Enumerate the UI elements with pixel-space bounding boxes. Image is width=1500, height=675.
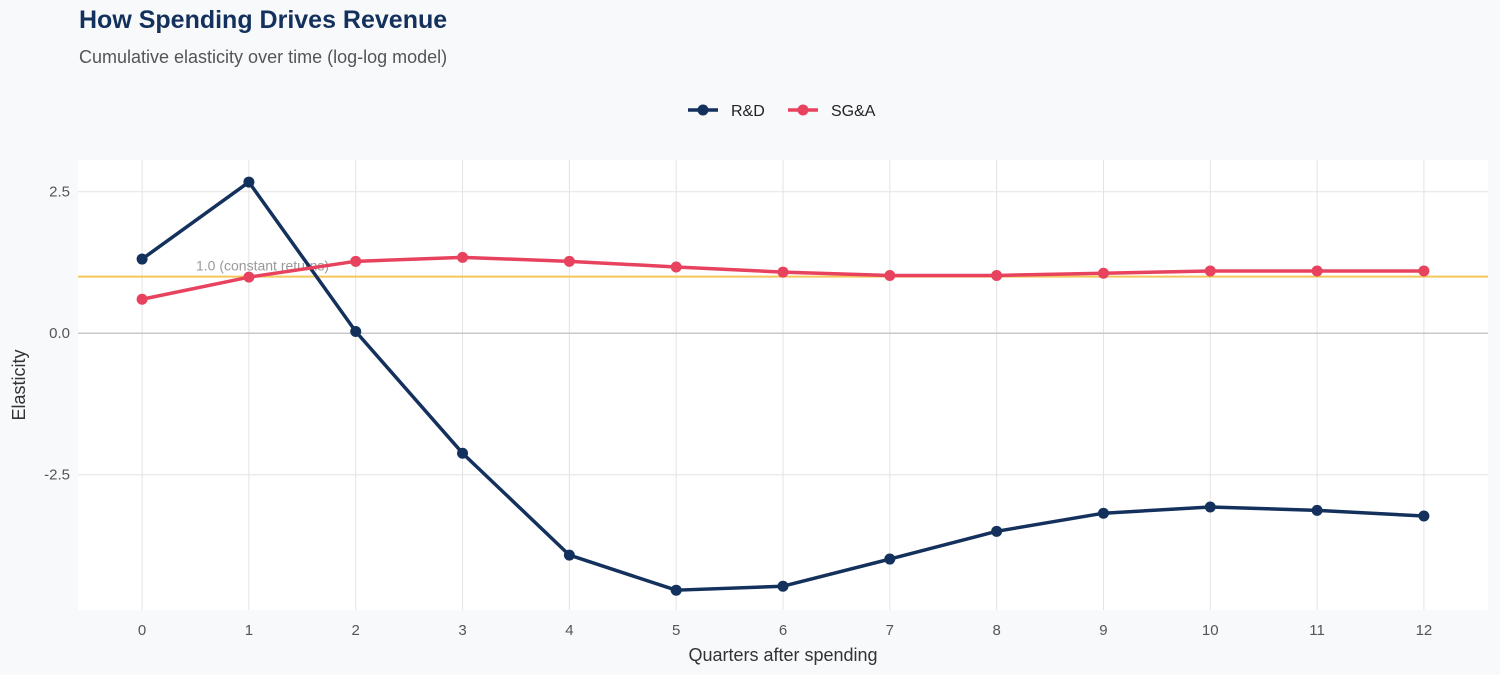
legend-label: R&D — [731, 103, 765, 120]
data-point — [670, 261, 682, 273]
data-point — [1097, 507, 1109, 519]
data-point — [1204, 501, 1216, 513]
data-point — [563, 255, 575, 267]
x-tick-label: 3 — [458, 622, 466, 639]
x-tick-label: 12 — [1416, 622, 1433, 639]
x-tick-label: 9 — [1099, 622, 1107, 639]
data-point — [991, 525, 1003, 537]
data-point — [350, 255, 362, 267]
data-point — [777, 580, 789, 592]
data-point — [1418, 510, 1430, 522]
x-tick-label: 7 — [886, 622, 894, 639]
chart-subtitle: Cumulative elasticity over time (log-log… — [79, 47, 448, 67]
y-tick-label: -2.5 — [44, 467, 70, 484]
data-point — [457, 447, 469, 459]
data-point — [991, 269, 1003, 281]
data-point — [1311, 504, 1323, 516]
data-point — [1418, 265, 1430, 277]
x-tick-label: 8 — [992, 622, 1000, 639]
data-point — [884, 553, 896, 565]
y-tick-label: 0.0 — [49, 325, 70, 342]
x-tick-label: 10 — [1202, 622, 1219, 639]
y-tick-label: 2.5 — [49, 184, 70, 201]
data-point — [884, 269, 896, 281]
x-tick-label: 6 — [779, 622, 787, 639]
x-tick-label: 5 — [672, 622, 680, 639]
data-point — [243, 271, 255, 283]
data-point — [136, 253, 148, 265]
x-tick-label: 2 — [352, 622, 360, 639]
data-point — [563, 549, 575, 561]
x-tick-label: 1 — [245, 622, 253, 639]
data-point — [243, 176, 255, 188]
x-tick-label: 11 — [1309, 622, 1325, 639]
x-tick-label: 4 — [565, 622, 573, 639]
legend-key-point — [797, 104, 809, 116]
x-tick-label: 0 — [138, 622, 146, 639]
legend-key-point — [697, 104, 709, 116]
data-point — [1204, 265, 1216, 277]
chart-title: How Spending Drives Revenue — [79, 6, 448, 34]
data-point — [670, 584, 682, 596]
data-point — [457, 251, 469, 263]
data-point — [777, 266, 789, 278]
data-point — [136, 293, 148, 305]
data-point — [1311, 265, 1323, 277]
data-point — [1097, 267, 1109, 279]
y-axis-title: Elasticity — [9, 349, 29, 420]
data-point — [350, 326, 362, 338]
legend-label: SG&A — [831, 103, 876, 120]
x-axis-title: Quarters after spending — [688, 645, 877, 665]
